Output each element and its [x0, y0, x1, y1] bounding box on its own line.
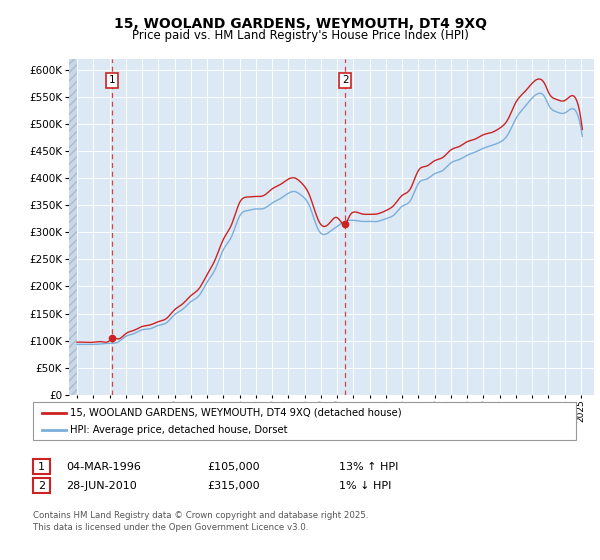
Text: 15, WOOLAND GARDENS, WEYMOUTH, DT4 9XQ: 15, WOOLAND GARDENS, WEYMOUTH, DT4 9XQ	[113, 17, 487, 31]
Text: 15, WOOLAND GARDENS, WEYMOUTH, DT4 9XQ (detached house): 15, WOOLAND GARDENS, WEYMOUTH, DT4 9XQ (…	[70, 408, 402, 418]
Text: £105,000: £105,000	[207, 462, 260, 472]
Text: Contains HM Land Registry data © Crown copyright and database right 2025.
This d: Contains HM Land Registry data © Crown c…	[33, 511, 368, 531]
Bar	[69, 59, 77, 395]
Text: 04-MAR-1996: 04-MAR-1996	[66, 462, 141, 472]
Text: 1: 1	[38, 462, 45, 472]
Text: 2: 2	[38, 481, 45, 491]
Text: 1% ↓ HPI: 1% ↓ HPI	[339, 481, 391, 491]
Text: 13% ↑ HPI: 13% ↑ HPI	[339, 462, 398, 472]
Text: HPI: Average price, detached house, Dorset: HPI: Average price, detached house, Dors…	[70, 424, 288, 435]
Text: 2: 2	[342, 76, 349, 86]
Text: £315,000: £315,000	[207, 481, 260, 491]
Text: 28-JUN-2010: 28-JUN-2010	[66, 481, 137, 491]
Text: 1: 1	[109, 76, 116, 86]
Text: Price paid vs. HM Land Registry's House Price Index (HPI): Price paid vs. HM Land Registry's House …	[131, 29, 469, 42]
